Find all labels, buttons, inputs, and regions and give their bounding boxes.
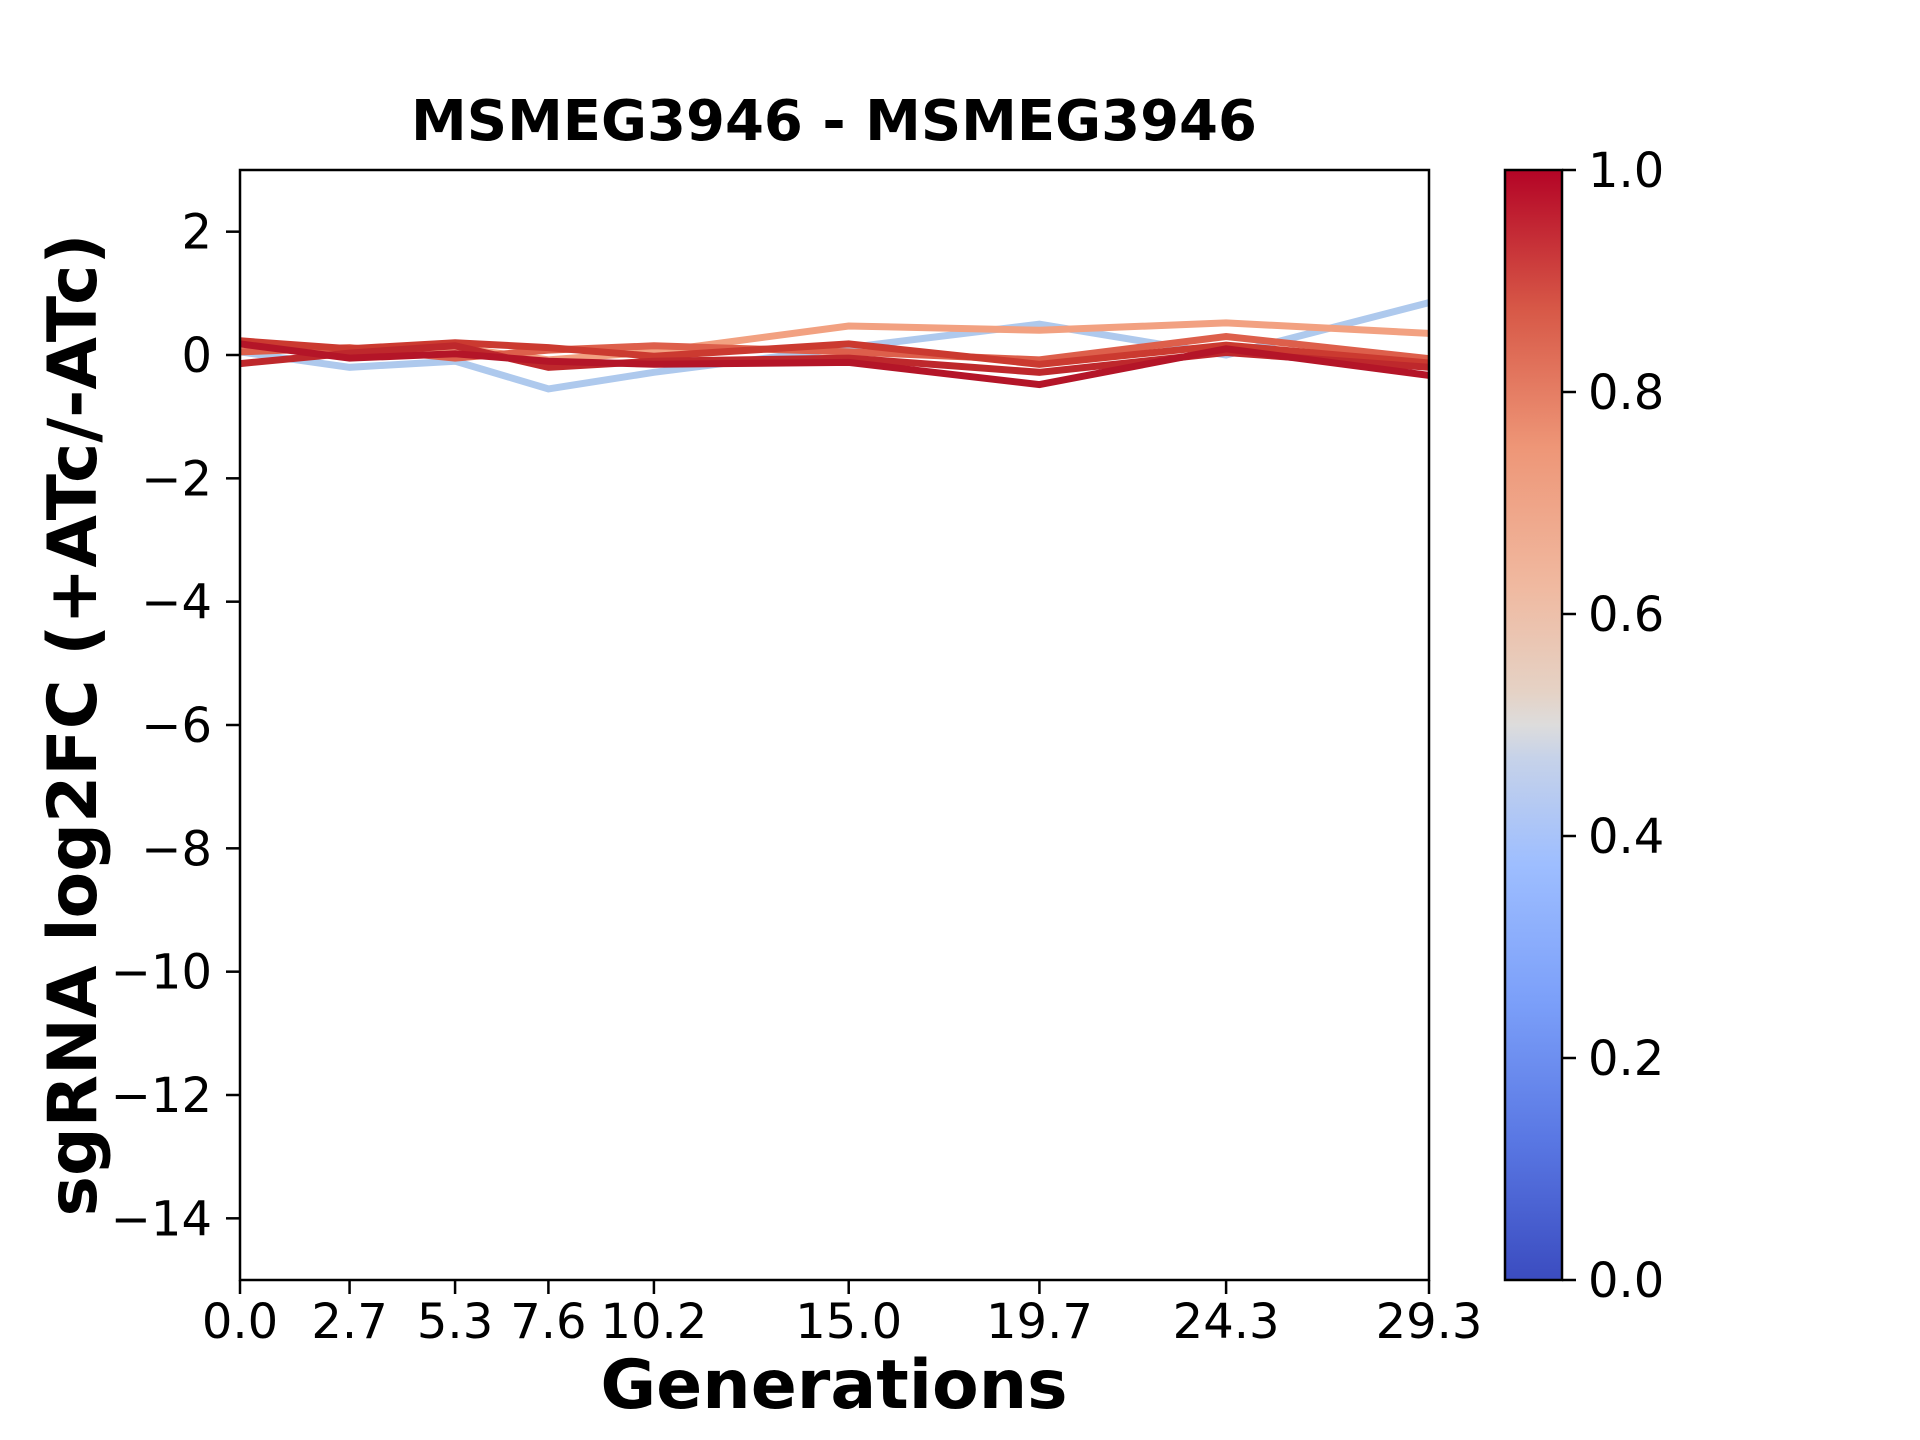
x-tick-label: 2.7 <box>311 1294 387 1350</box>
y-tick-label: 0 <box>181 328 212 384</box>
x-tick-label: 10.2 <box>600 1294 707 1350</box>
x-tick-label: 5.3 <box>417 1294 493 1350</box>
colorbar-gradient <box>1503 168 1564 1282</box>
colorbar-tick-label: 0.8 <box>1588 365 1664 421</box>
colorbar-tick-label: 1.0 <box>1588 143 1664 199</box>
x-tick-label: 19.7 <box>986 1294 1093 1350</box>
x-axis-ticks: 0.0 2.7 5.3 7.6 10.2 15.0 19.7 24.3 29.3 <box>202 1280 1483 1350</box>
series-line-line-4 <box>240 337 1429 368</box>
x-tick-label: 7.6 <box>510 1294 586 1350</box>
chart-title: MSMEG3946 - MSMEG3946 <box>411 89 1257 154</box>
y-tick-label: −4 <box>141 575 212 631</box>
colorbar-ticks: 1.0 0.8 0.6 0.4 0.2 0.0 <box>1562 143 1664 1309</box>
series-group <box>240 299 1429 393</box>
x-tick-label: 0.0 <box>202 1294 278 1350</box>
colorbar-tick-label: 0.2 <box>1588 1031 1664 1087</box>
y-tick-label: 2 <box>181 205 212 261</box>
series-line-line-6 <box>240 340 1429 389</box>
y-axis-ticks: 2 0 −2 −4 −6 −8 −10 −12 −14 <box>111 205 240 1247</box>
y-tick-label: −10 <box>111 945 212 1001</box>
y-axis-label: sgRNA log2FC (+ATc/-ATc) <box>34 234 113 1217</box>
colorbar-tick-label: 0.4 <box>1588 809 1664 865</box>
x-axis-label: Generations <box>600 1346 1067 1425</box>
colorbar-tick-label: 0.6 <box>1588 587 1664 643</box>
y-tick-label: −12 <box>111 1068 212 1124</box>
y-tick-label: −2 <box>141 451 212 507</box>
x-tick-label: 29.3 <box>1376 1294 1483 1350</box>
colorbar-tick-label: 0.0 <box>1588 1253 1664 1309</box>
y-tick-label: −6 <box>141 698 212 754</box>
y-tick-label: −14 <box>111 1191 212 1247</box>
x-tick-label: 15.0 <box>795 1294 902 1350</box>
y-tick-label: −8 <box>141 821 212 877</box>
x-tick-label: 24.3 <box>1173 1294 1280 1350</box>
